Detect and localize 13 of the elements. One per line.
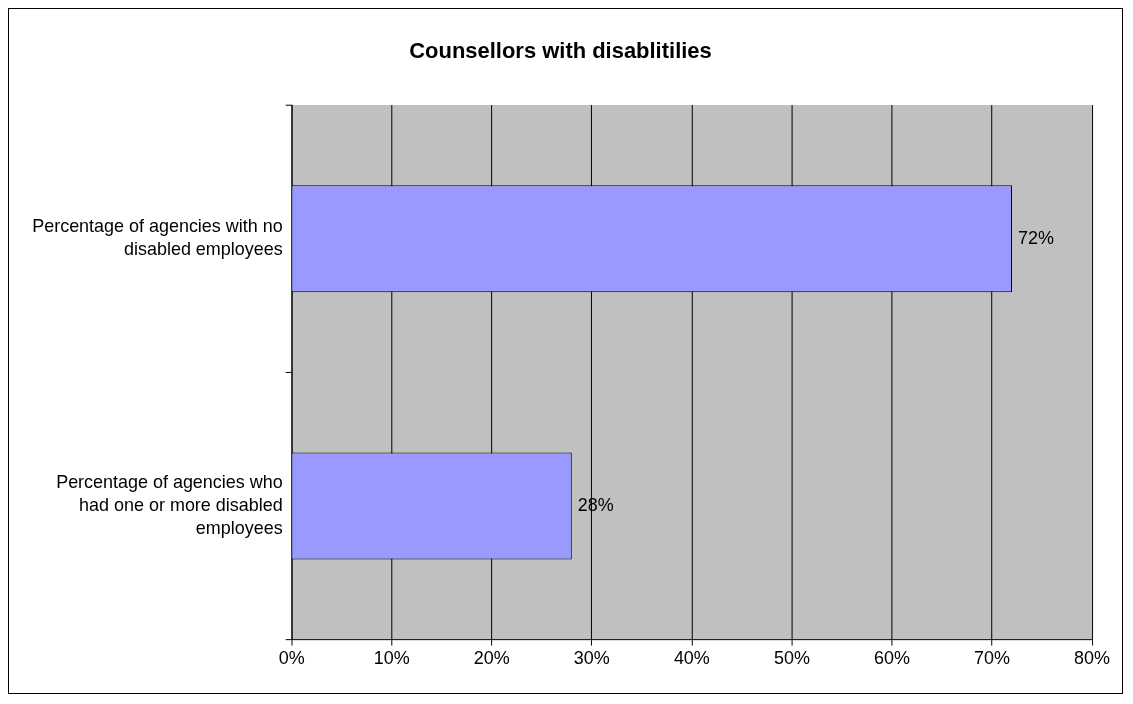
- x-tick-label: 30%: [573, 648, 610, 669]
- x-tick-label: 40%: [673, 648, 710, 669]
- data-label: 72%: [1018, 227, 1054, 248]
- y-tick-label: Percentage of agencies with no disabled employees: [32, 216, 283, 260]
- x-tick-label: 60%: [873, 648, 910, 669]
- x-tick-label: 70%: [974, 648, 1011, 669]
- chart-title: Counsellors with disablitilies: [409, 38, 712, 64]
- x-tick-label: 0%: [278, 648, 305, 669]
- x-tick-label: 80%: [1074, 648, 1111, 669]
- x-tick-label: 20%: [473, 648, 510, 669]
- x-tick-label: 50%: [773, 648, 810, 669]
- y-tick-label: Percentage of agencies who had one or more disabled employees: [56, 471, 283, 539]
- x-tick-label: 10%: [373, 648, 410, 669]
